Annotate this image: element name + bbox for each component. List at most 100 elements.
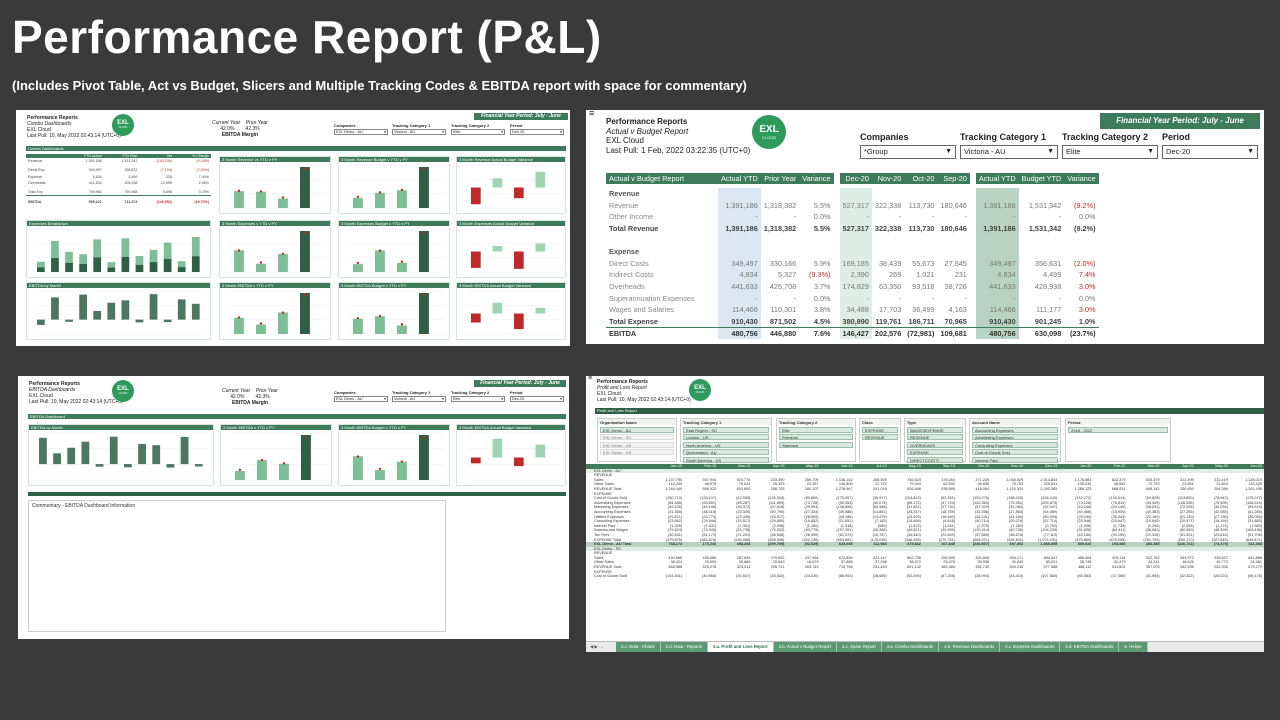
pivot-cell: (120,914) xyxy=(972,528,990,533)
pivot-cell: 37,296 xyxy=(875,560,887,565)
slicer-item[interactable]: Elite xyxy=(779,426,853,433)
slicer-tracking-category-1[interactable]: Tracking Category 1 Victoria - AU ▾ xyxy=(392,390,446,402)
slicer-item[interactable]: EXPENSE xyxy=(907,449,963,455)
slicer-item[interactable]: 2018 - 2022 xyxy=(1068,426,1168,433)
slicer-item[interactable]: REVENUE xyxy=(862,434,898,440)
slicer-item[interactable]: OVERHEADS xyxy=(907,441,963,448)
slicer-dropdown[interactable]: Victoria - AU ▾ xyxy=(392,129,446,135)
slicer-item[interactable]: EXL Demo - UK xyxy=(600,441,674,448)
slicer-tracking-category-1[interactable]: Tracking Category 1 Victoria - AU ▾ xyxy=(392,123,446,135)
slicer-dropdown[interactable]: EXL Demo - AU ▾ xyxy=(334,129,388,135)
table-cell: 1,318,382 xyxy=(763,224,797,234)
sheet-tab[interactable]: 3.a. Profit and Loss Report xyxy=(707,642,774,652)
slicer-tracking-category-2[interactable]: Tracking Category 2 Elite ▾ xyxy=(451,123,505,135)
pivot-cell: (33,647) xyxy=(736,574,751,579)
slicer-item[interactable]: South America - US xyxy=(683,456,769,463)
chart-plot xyxy=(230,228,326,273)
slicer-companies[interactable]: Companies EXL Demo - AU ▾ xyxy=(334,123,388,135)
slicer-item[interactable]: EXL Demo - AU xyxy=(600,426,674,433)
sheet-tab[interactable]: 3.c. Spare Report xyxy=(836,642,882,652)
slicer-item[interactable]: Accounting Expenses xyxy=(972,426,1058,433)
slicer-dropdown[interactable]: Dec-20 ▾ xyxy=(510,129,564,135)
slicer-dropdown[interactable]: Elite ▾ xyxy=(451,396,505,402)
slicer-item[interactable]: Consulting Expenses xyxy=(972,441,1058,448)
slicer-companies[interactable]: Companies *Group ▼ xyxy=(860,132,956,159)
table-row: Wages and Salaries 114,466 110,301 3.8% 34,4… xyxy=(606,303,1099,316)
slicer-period[interactable]: Period Dec-20 ▾ xyxy=(510,390,564,402)
slicer-dropdown[interactable]: Elite ▼ xyxy=(1062,145,1158,159)
sheet-tab[interactable]: 4.d. EBITDA Dashboards xyxy=(1060,642,1120,652)
slicer-dropdown[interactable]: Dec-20 ▼ xyxy=(1162,145,1258,159)
slicer-item[interactable]: Standard xyxy=(779,441,853,448)
slicer-dropdown[interactable]: Victoria - AU ▼ xyxy=(960,145,1058,159)
slicer-tracking-category-1[interactable]: Tracking Category 1 East Region - SG Londo… xyxy=(680,418,772,463)
slicer-dropdown[interactable]: *Group ▼ xyxy=(860,145,956,159)
sheet-tab[interactable]: 4.c. Expense Dashboards xyxy=(1000,642,1061,652)
slicer-item[interactable]: EXL Demo - SG xyxy=(600,434,674,440)
slicer-item[interactable]: Advertising Expenses xyxy=(972,434,1058,440)
slicer-item[interactable]: London - UK xyxy=(683,434,769,440)
sheet-tab[interactable]: 2.c. Data - Charts xyxy=(616,642,661,652)
slicer-dropdown[interactable]: Victoria - AU ▾ xyxy=(392,396,446,402)
slicer-item[interactable]: Queensland - AU xyxy=(683,449,769,455)
divider xyxy=(28,492,566,496)
pivot-cell: (50,790) xyxy=(770,509,785,514)
slicer-item[interactable]: Premium xyxy=(779,434,853,440)
slicer-item[interactable]: EXL Demo - US xyxy=(600,449,674,455)
table-cell: 630,098 xyxy=(1018,326,1065,339)
pivot-cell: 72,763 xyxy=(1148,482,1160,487)
slicer-tracking-category-2[interactable]: Tracking Category 2 Elite ▾ xyxy=(451,390,505,402)
slicer-period[interactable]: Period Dec-20 ▼ xyxy=(1162,132,1258,159)
column-gap xyxy=(833,257,840,270)
table-row: Revenue xyxy=(606,188,1099,200)
pivot-cell: (42,556) xyxy=(974,509,990,514)
slicer-item[interactable]: REVENUE xyxy=(907,434,963,440)
sheet-tab[interactable]: 4.a. Combo Dashboards xyxy=(881,642,940,652)
slicer-tracking-category-2[interactable]: Tracking Category 2 Elite ▼ xyxy=(1062,132,1158,159)
pivot-cell: 525,276 xyxy=(702,565,717,570)
table-cell: - xyxy=(793,212,797,222)
table-cell: Other Income xyxy=(609,212,654,222)
sheet-tab[interactable]: 2.d. Data - Reports xyxy=(660,642,708,652)
pivot-cell: (1,422) xyxy=(908,523,921,528)
sheet-nav-arrows[interactable]: ◀ ▶ … xyxy=(590,644,604,649)
slicer-dropdown[interactable]: Elite ▾ xyxy=(451,129,505,135)
slicer-item[interactable]: EXPENSE xyxy=(862,426,898,433)
slicer-dropdown[interactable]: Dec-20 ▾ xyxy=(510,396,564,402)
pivot-cell: (51,172) xyxy=(702,532,717,537)
slicer-item[interactable]: Interest Paid xyxy=(972,456,1058,463)
slicer-class[interactable]: Class EXPENSE REVENUE xyxy=(859,418,901,462)
slicer-companies[interactable]: Companies EXL Demo - AU ▾ xyxy=(334,390,388,402)
menu-icon[interactable]: ≡ xyxy=(589,110,595,118)
sheet-tab[interactable]: 5. Helper xyxy=(1119,642,1148,652)
slicer-item[interactable]: WAGESEXPENSE xyxy=(907,426,963,433)
sheet-tab[interactable]: 4.b. Revenue Dashboards xyxy=(939,642,1001,652)
commentary-box[interactable]: Commentary - EBITDA Dashboard Informatio… xyxy=(28,500,446,632)
marker xyxy=(400,460,404,463)
slicer-item[interactable]: North America - US xyxy=(683,441,769,448)
slicer-label: Tracking Category 1 xyxy=(392,123,431,128)
pivot-cell: 21,804 xyxy=(1216,482,1228,487)
pivot-cell: (142,364) xyxy=(972,500,990,505)
menu-icon[interactable]: ≡ xyxy=(588,376,593,382)
slicer-tracking-category-2[interactable]: Tracking Category 2 Elite Premium Standard xyxy=(776,418,856,462)
table-cell: 0.0% xyxy=(813,212,831,222)
column-gap xyxy=(833,303,840,316)
slicer-period[interactable]: Period 2018 - 2022 xyxy=(1065,418,1171,462)
slicer-item[interactable]: Cost of Goods Sold xyxy=(972,449,1058,455)
slicer-account-name[interactable]: Account Name Accounting Expenses Advertisi… xyxy=(969,418,1061,463)
slicer-tracking-category-1[interactable]: Tracking Category 1 Victoria - AU ▼ xyxy=(960,132,1058,159)
sheet-tab[interactable]: 3.b. Actual v Budget Report xyxy=(773,642,837,652)
pivot-cell: 746,524 xyxy=(907,477,921,482)
slicer-item[interactable]: DIRECTCOSTS xyxy=(907,456,963,463)
table-cell: 2.96% xyxy=(198,181,209,186)
slicer-item[interactable]: East Region - SG xyxy=(683,426,769,433)
slicer-organisation-name[interactable]: Organisation Name EXL Demo - AU EXL Demo -… xyxy=(597,418,677,462)
slicer-type[interactable]: Type WAGESEXPENSE REVENUE OVERHEADS EXPENSE D… xyxy=(904,418,966,463)
slicer-dropdown[interactable]: EXL Demo - AU ▾ xyxy=(334,396,388,402)
table-cell: 5,896 xyxy=(162,190,172,195)
org-name: EXL Cloud xyxy=(606,136,644,145)
table-cell: - xyxy=(932,293,935,303)
slicer-period[interactable]: Period Dec-20 ▾ xyxy=(510,123,564,135)
report-label: Performance Reports xyxy=(606,117,688,126)
